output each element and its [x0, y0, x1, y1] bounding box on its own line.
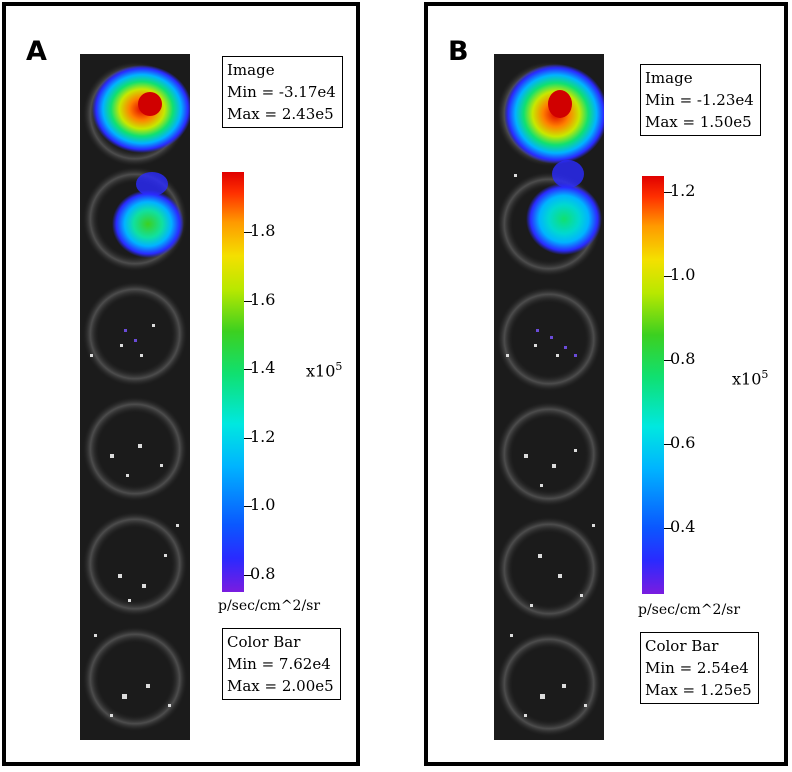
scale-tick	[244, 232, 252, 233]
image-info-box: Image Min = -3.17e4 Max = 2.43e5	[222, 56, 343, 128]
color-bar-min: Min = 7.62e4	[227, 655, 331, 673]
color-bar-info-box: Color Bar Min = 2.54e4 Max = 1.25e5	[640, 632, 759, 704]
color-scale-bar	[642, 176, 664, 594]
color-bar-unit: p/sec/cm^2/sr	[638, 602, 741, 618]
color-bar-max: Max = 2.00e5	[227, 677, 334, 695]
image-info-title: Image	[645, 69, 693, 87]
panel-a: A	[2, 2, 360, 766]
color-bar-unit: p/sec/cm^2/sr	[218, 598, 321, 614]
luminescence-image	[80, 54, 190, 740]
scale-tick-label: 1.8	[250, 221, 276, 240]
scale-tick-label: 1.2	[670, 181, 696, 200]
image-min: Min = -3.17e4	[227, 83, 336, 101]
panel-b: B	[424, 2, 788, 766]
scale-tick	[664, 192, 672, 193]
scale-tick-label: 0.8	[670, 349, 696, 368]
scale-tick	[244, 437, 252, 439]
scale-tick-label: 0.8	[250, 563, 276, 583]
image-min: Min = -1.23e4	[645, 91, 754, 109]
scale-tick-label: 1.0	[250, 495, 276, 514]
image-max: Max = 2.43e5	[227, 105, 334, 123]
scale-tick-label: 0.6	[670, 433, 696, 452]
scale-unit: x105	[732, 368, 769, 389]
scale-unit: x105	[306, 360, 343, 381]
image-info-title: Image	[227, 61, 275, 79]
scale-tick-label: 1.2	[250, 426, 276, 446]
color-bar-title: Color Bar	[645, 637, 719, 655]
panel-letter: A	[26, 36, 47, 67]
scale-tick-label: 1.6	[250, 289, 276, 309]
color-bar-min: Min = 2.54e4	[645, 659, 749, 677]
scale-tick	[244, 300, 252, 302]
scale-tick	[664, 528, 672, 529]
color-bar-max: Max = 1.25e5	[645, 681, 752, 699]
scale-tick	[664, 276, 672, 277]
scale-tick	[664, 444, 672, 445]
scale-tick-label: 1.0	[670, 265, 696, 284]
scale-tick	[244, 574, 252, 576]
image-info-box: Image Min = -1.23e4 Max = 1.50e5	[640, 64, 761, 136]
image-max: Max = 1.50e5	[645, 113, 752, 131]
color-bar-title: Color Bar	[227, 633, 301, 651]
scale-tick-label: 1.4	[250, 358, 276, 377]
scale-tick	[244, 506, 252, 507]
scale-tick	[244, 369, 252, 370]
luminescence-image	[494, 54, 604, 740]
color-scale-bar	[222, 172, 244, 592]
color-bar-info-box: Color Bar Min = 7.62e4 Max = 2.00e5	[222, 628, 341, 700]
scale-tick	[664, 360, 672, 361]
panel-letter: B	[448, 36, 469, 67]
scale-tick-label: 0.4	[670, 517, 696, 536]
